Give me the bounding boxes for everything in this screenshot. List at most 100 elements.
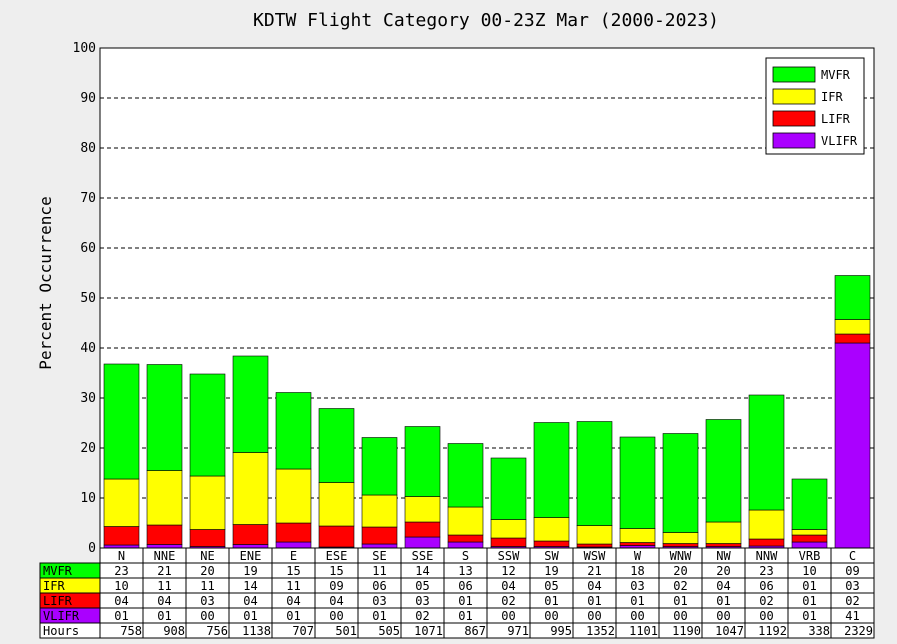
table-value-vlifr: 00 xyxy=(716,609,730,623)
table-value-hours: 867 xyxy=(464,624,486,638)
table-value-hours: 505 xyxy=(378,624,400,638)
bar-mvfr-vrb xyxy=(791,478,828,530)
legend-swatch-mvfr xyxy=(772,66,816,83)
table-value-lifr: 03 xyxy=(372,594,386,608)
table-value-vlifr: 00 xyxy=(759,609,773,623)
table-value-ifr: 06 xyxy=(759,579,773,593)
bar-mvfr-wnw xyxy=(662,433,699,533)
table-value-hours: 1138 xyxy=(242,624,271,638)
table-value-mvfr: 19 xyxy=(243,564,257,578)
table-value-ifr: 03 xyxy=(630,579,644,593)
table-value-hours: 1071 xyxy=(414,624,443,638)
x-tick-label-nnw: NNW xyxy=(756,549,778,563)
bar-ifr-w xyxy=(619,528,656,543)
y-tick-label: 40 xyxy=(80,341,96,356)
chart-title: KDTW Flight Category 00-23Z Mar (2000-20… xyxy=(253,10,719,31)
x-tick-label-w: W xyxy=(634,549,642,563)
table-value-ifr: 09 xyxy=(329,579,343,593)
table-value-mvfr: 14 xyxy=(415,564,429,578)
bar-mvfr-sse xyxy=(404,426,441,497)
y-tick-label: 50 xyxy=(80,291,96,306)
bar-ifr-n xyxy=(103,478,140,527)
table-value-mvfr: 21 xyxy=(157,564,171,578)
table-value-vlifr: 00 xyxy=(544,609,558,623)
bar-vlifr-ene xyxy=(232,544,269,549)
y-tick-label: 80 xyxy=(80,141,96,156)
bar-ifr-nw xyxy=(705,521,742,544)
x-tick-label-ene: ENE xyxy=(240,549,262,563)
table-row-label-mvfr: MVFR xyxy=(43,564,73,578)
table-row-label-vlifr: VLIFR xyxy=(43,609,80,623)
table-value-mvfr: 11 xyxy=(372,564,386,578)
table-row-label-ifr: IFR xyxy=(43,579,65,593)
bar-ifr-wsw xyxy=(576,525,613,545)
bar-mvfr-se xyxy=(361,437,398,496)
bar-ifr-sse xyxy=(404,496,441,523)
table-value-mvfr: 09 xyxy=(845,564,859,578)
bar-ifr-wnw xyxy=(662,532,699,544)
table-value-ifr: 02 xyxy=(673,579,687,593)
bar-vlifr-sse xyxy=(404,536,441,549)
table-value-vlifr: 00 xyxy=(587,609,601,623)
bar-lifr-nw xyxy=(705,543,742,547)
table-value-vlifr: 01 xyxy=(157,609,171,623)
x-tick-label-ssw: SSW xyxy=(498,549,520,563)
table-value-lifr: 04 xyxy=(243,594,257,608)
x-tick-label-c: C xyxy=(849,549,856,563)
table-value-ifr: 14 xyxy=(243,579,257,593)
bar-mvfr-wsw xyxy=(576,421,613,526)
legend-label-mvfr: MVFR xyxy=(821,68,851,82)
table-value-mvfr: 20 xyxy=(716,564,730,578)
table-value-lifr: 03 xyxy=(415,594,429,608)
table-value-ifr: 03 xyxy=(845,579,859,593)
table-value-hours: 1192 xyxy=(758,624,787,638)
legend-label-ifr: IFR xyxy=(821,90,843,104)
table-value-mvfr: 10 xyxy=(802,564,816,578)
y-tick-label: 0 xyxy=(88,541,96,556)
table-value-lifr: 01 xyxy=(716,594,730,608)
table-value-hours: 1190 xyxy=(672,624,701,638)
y-tick-label: 20 xyxy=(80,441,96,456)
y-tick-label: 70 xyxy=(80,191,96,206)
bar-lifr-ssw xyxy=(490,537,527,547)
y-tick-label: 30 xyxy=(80,391,96,406)
bar-mvfr-sw xyxy=(533,422,570,518)
table-value-hours: 707 xyxy=(292,624,314,638)
table-value-mvfr: 21 xyxy=(587,564,601,578)
table-value-vlifr: 02 xyxy=(415,609,429,623)
table-value-hours: 1047 xyxy=(715,624,744,638)
bar-lifr-c xyxy=(834,333,871,344)
table-value-ifr: 06 xyxy=(458,579,472,593)
bar-ifr-vrb xyxy=(791,529,828,536)
table-value-mvfr: 12 xyxy=(501,564,515,578)
table-value-hours: 758 xyxy=(120,624,142,638)
table-value-lifr: 04 xyxy=(286,594,300,608)
bar-ifr-c xyxy=(834,319,871,335)
bar-ifr-nnw xyxy=(748,509,785,540)
bar-mvfr-n xyxy=(103,363,140,480)
table-value-ifr: 04 xyxy=(587,579,601,593)
x-tick-label-sse: SSE xyxy=(412,549,434,563)
table-value-vlifr: 00 xyxy=(200,609,214,623)
bar-ifr-ne xyxy=(189,475,226,530)
x-tick-label-n: N xyxy=(118,549,125,563)
table-value-lifr: 03 xyxy=(200,594,214,608)
y-tick-label: 100 xyxy=(73,41,96,56)
table-value-hours: 2329 xyxy=(844,624,873,638)
bar-vlifr-nne xyxy=(146,544,183,549)
table-value-hours: 756 xyxy=(206,624,228,638)
table-value-hours: 908 xyxy=(163,624,185,638)
table-value-lifr: 01 xyxy=(458,594,472,608)
table-value-ifr: 11 xyxy=(200,579,214,593)
x-tick-label-wnw: WNW xyxy=(670,549,692,563)
table-value-ifr: 11 xyxy=(157,579,171,593)
legend-label-vlifr: VLIFR xyxy=(821,134,858,148)
bar-vlifr-c xyxy=(834,342,871,549)
legend-swatch-lifr xyxy=(772,110,816,127)
bar-mvfr-w xyxy=(619,436,656,529)
table-value-lifr: 02 xyxy=(845,594,859,608)
table-value-vlifr: 01 xyxy=(114,609,128,623)
bar-mvfr-nw xyxy=(705,419,742,523)
table-value-mvfr: 20 xyxy=(673,564,687,578)
